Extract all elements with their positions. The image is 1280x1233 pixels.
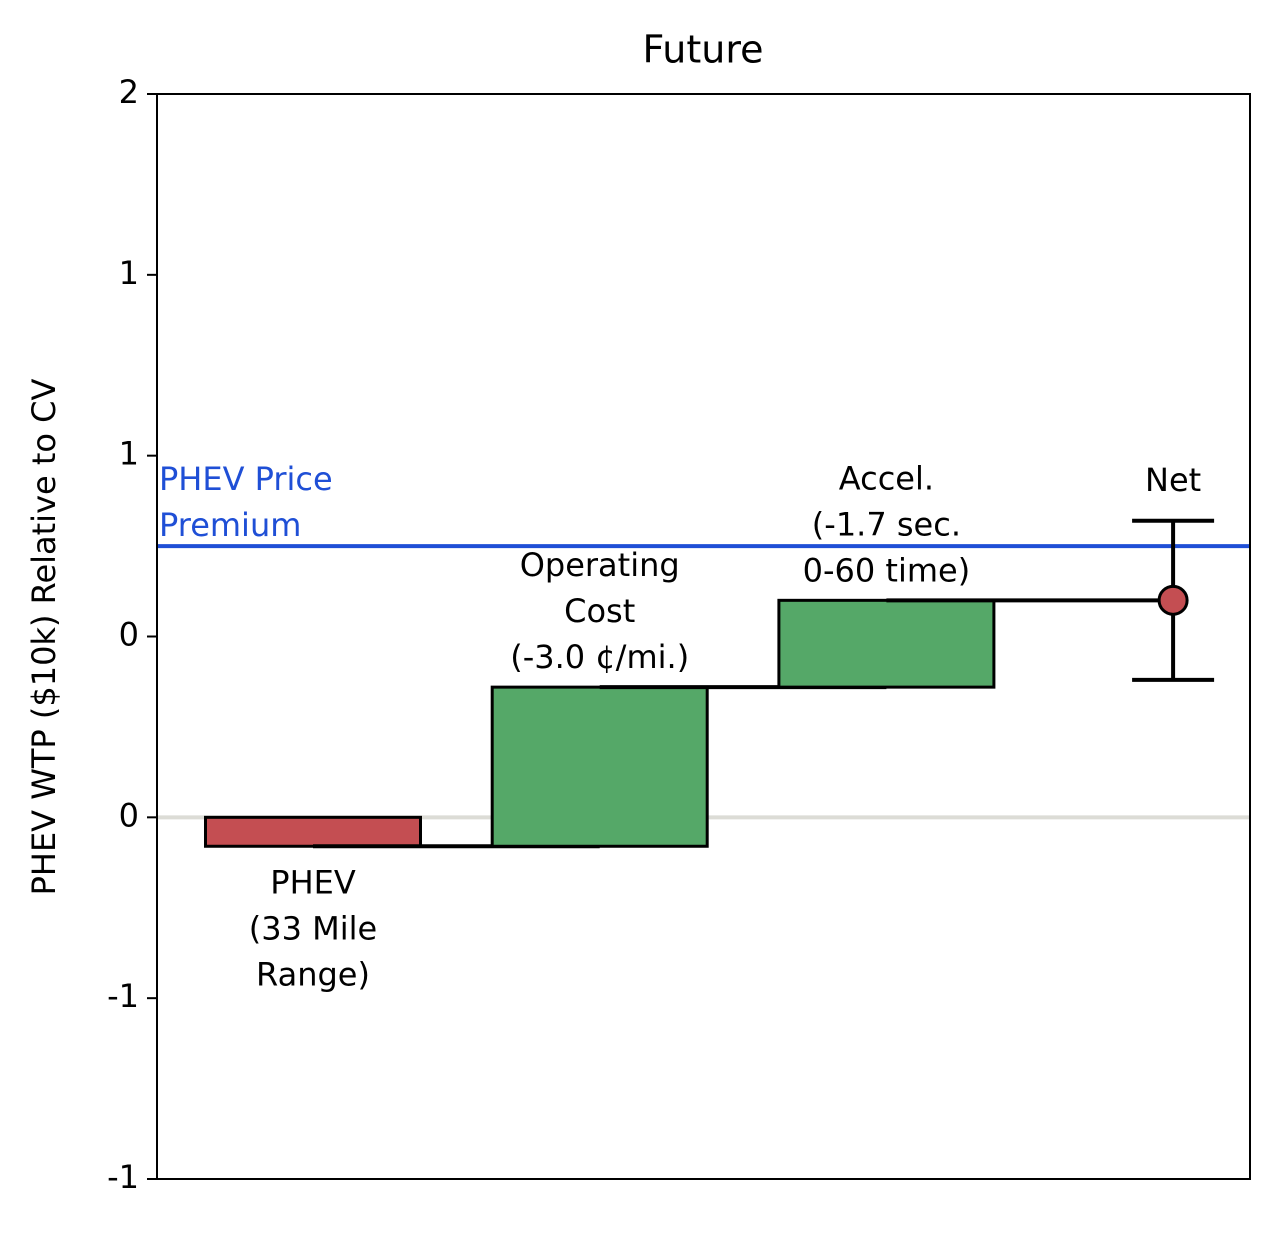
category-label: PHEV (33 Mile Range)	[249, 863, 377, 993]
bar	[490, 685, 709, 848]
category-label: Operating Cost (-3.0 ¢/mi.)	[510, 546, 689, 676]
chart-title: Future	[642, 28, 763, 72]
net-point	[1157, 584, 1189, 616]
plot-frame	[156, 93, 1251, 1180]
reference-label: PHEV Price Premium	[159, 460, 333, 544]
y-tick-label: -1	[107, 1158, 139, 1196]
y-tick-label: 0	[119, 616, 139, 654]
net-label: Net	[1145, 461, 1201, 499]
bar	[777, 598, 996, 689]
y-axis-label: PHEV WTP ($10k) Relative to CV	[25, 378, 63, 895]
bar	[204, 815, 422, 848]
y-tick-label: 1	[119, 254, 139, 292]
y-tick-label: 0	[119, 796, 139, 834]
category-label: Accel. (-1.7 sec. 0-60 time)	[803, 459, 971, 589]
y-tick-label: -1	[107, 977, 139, 1015]
y-tick-label: 1	[119, 435, 139, 473]
y-tick-label: 2	[119, 73, 139, 111]
